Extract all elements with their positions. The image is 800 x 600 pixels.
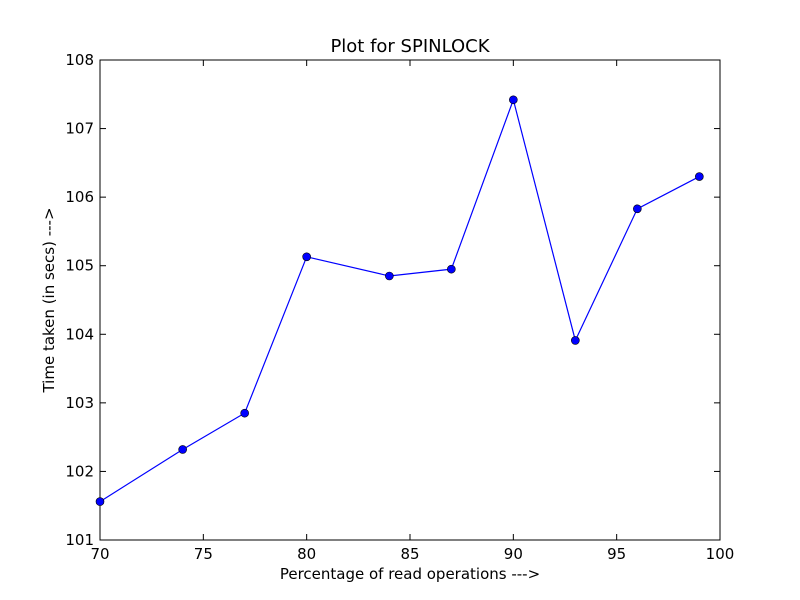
plot-frame — [99, 59, 721, 541]
x-tick-label: 90 — [504, 545, 523, 563]
data-point — [240, 408, 249, 418]
data-point — [302, 252, 311, 262]
x-tick-label: 100 — [706, 545, 735, 563]
x-axis: 70 75 80 85 90 95 100 — [90, 60, 734, 563]
y-tick-label: 107 — [65, 120, 94, 138]
y-tick-label: 106 — [65, 188, 94, 206]
data-point — [633, 204, 642, 214]
data-point — [447, 264, 456, 274]
data-point — [385, 271, 394, 281]
x-tick-label: 95 — [607, 545, 626, 563]
chart-title: Plot for SPINLOCK — [330, 36, 490, 57]
y-tick-label: 104 — [65, 325, 94, 343]
x-tick-label: 70 — [90, 545, 109, 563]
data-point — [95, 497, 105, 506]
y-tick-label: 108 — [65, 51, 94, 69]
series-layer — [95, 95, 704, 506]
series-line — [99, 97, 700, 503]
y-axis-label: Time taken (in secs) ---> — [40, 207, 58, 393]
data-point — [178, 445, 187, 454]
y-axis: 101 102 103 104 105 106 107 108 — [65, 51, 720, 549]
x-axis-label: Percentage of read operations ---> — [280, 565, 540, 583]
data-point — [695, 172, 704, 181]
x-tick-label: 80 — [297, 545, 316, 563]
data-point — [509, 95, 518, 105]
y-tick-label: 103 — [65, 394, 94, 412]
y-tick-label: 105 — [65, 257, 94, 275]
x-tick-label: 85 — [400, 545, 419, 563]
x-tick-label: 75 — [194, 545, 213, 563]
y-tick-label: 102 — [65, 462, 94, 480]
y-tick-label: 101 — [65, 531, 94, 549]
data-point — [571, 336, 580, 345]
